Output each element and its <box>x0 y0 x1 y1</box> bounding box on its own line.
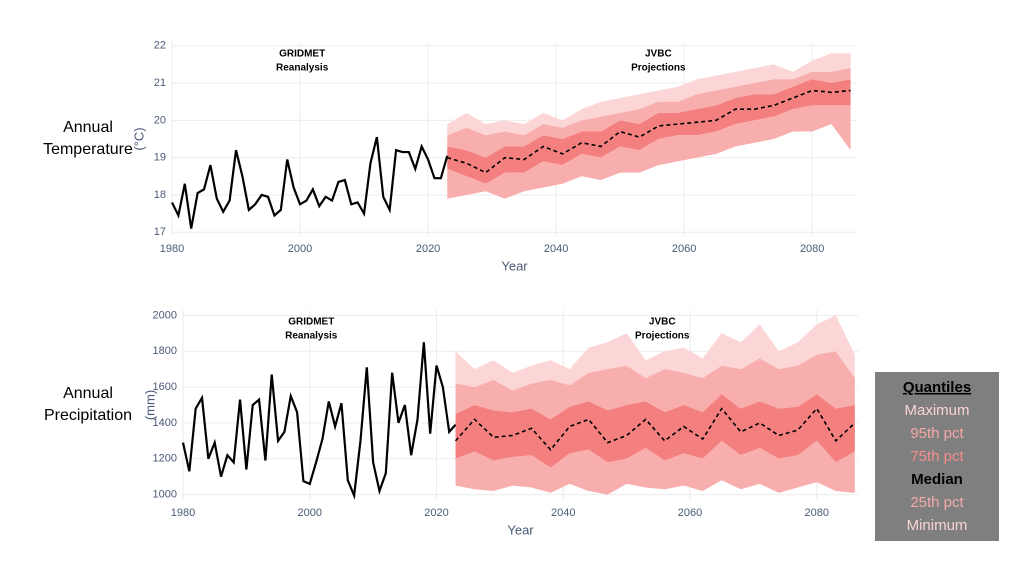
y-tick-label: 1600 <box>153 381 177 393</box>
quantile-band <box>455 408 855 468</box>
x-tick-label: 2040 <box>544 243 568 255</box>
x-tick-label: 2060 <box>678 507 702 519</box>
y-tick-label: 2000 <box>153 309 177 321</box>
y-tick-label: 18 <box>154 189 166 201</box>
legend-entry: 25th pct <box>910 494 964 511</box>
row-label: Annual <box>63 119 113 136</box>
annotation: Reanalysis <box>285 331 338 342</box>
annotation: Reanalysis <box>276 63 329 74</box>
y-tick-label: 1400 <box>153 417 177 429</box>
row-label: Annual <box>63 385 113 402</box>
row-label: Temperature <box>43 141 133 158</box>
y-tick-label: 20 <box>154 114 166 126</box>
y-tick-label: 1000 <box>153 489 177 501</box>
legend-entry: 75th pct <box>910 448 964 465</box>
quantile-band <box>447 53 851 136</box>
x-tick-label: 1980 <box>160 243 184 255</box>
median-line <box>454 407 856 452</box>
x-tick-label: 2060 <box>672 243 696 255</box>
x-axis-label: Year <box>501 258 528 273</box>
y-tick-label: 1800 <box>153 345 177 357</box>
annotation: GRIDMET <box>279 49 325 60</box>
annotation: GRIDMET <box>288 317 334 328</box>
x-tick-label: 2080 <box>800 243 824 255</box>
observed-line <box>181 342 457 500</box>
quantile-band <box>455 351 855 420</box>
legend-entry: 95th pct <box>910 425 964 442</box>
legend-entry: Median <box>911 471 963 488</box>
x-tick-label: 2020 <box>416 243 440 255</box>
quantile-band <box>447 79 851 173</box>
observed-line <box>171 136 449 229</box>
quantile-band <box>455 440 855 495</box>
quantile-band <box>447 68 851 158</box>
x-tick-label: 2020 <box>424 507 448 519</box>
legend-box <box>875 372 999 541</box>
quantile-band <box>455 315 855 391</box>
legend-entry: Maximum <box>904 402 969 419</box>
x-tick-label: 2080 <box>805 507 829 519</box>
quantile-band <box>447 105 851 199</box>
y-axis-label: (mm) <box>142 390 157 420</box>
legend-entry: Minimum <box>907 517 968 534</box>
legend-title: Quantiles <box>903 379 971 396</box>
annotation: JVBC <box>649 317 676 328</box>
y-tick-label: 19 <box>154 152 166 164</box>
median-line <box>447 89 851 174</box>
annotation: Projections <box>631 63 686 74</box>
x-axis-label: Year <box>507 522 534 537</box>
quantile-band <box>455 394 855 450</box>
annotation: JVBC <box>645 49 672 60</box>
x-tick-label: 2040 <box>551 507 575 519</box>
annotation: Projections <box>635 331 690 342</box>
row-label: Precipitation <box>44 407 132 424</box>
y-tick-label: 21 <box>154 77 166 89</box>
x-tick-label: 2000 <box>288 243 312 255</box>
quantile-band <box>447 90 851 184</box>
x-tick-label: 2000 <box>298 507 322 519</box>
y-tick-label: 22 <box>154 40 166 52</box>
y-tick-label: 17 <box>154 226 166 238</box>
y-tick-label: 1200 <box>153 453 177 465</box>
x-tick-label: 1980 <box>171 507 195 519</box>
y-axis-label: (°C) <box>131 127 146 150</box>
